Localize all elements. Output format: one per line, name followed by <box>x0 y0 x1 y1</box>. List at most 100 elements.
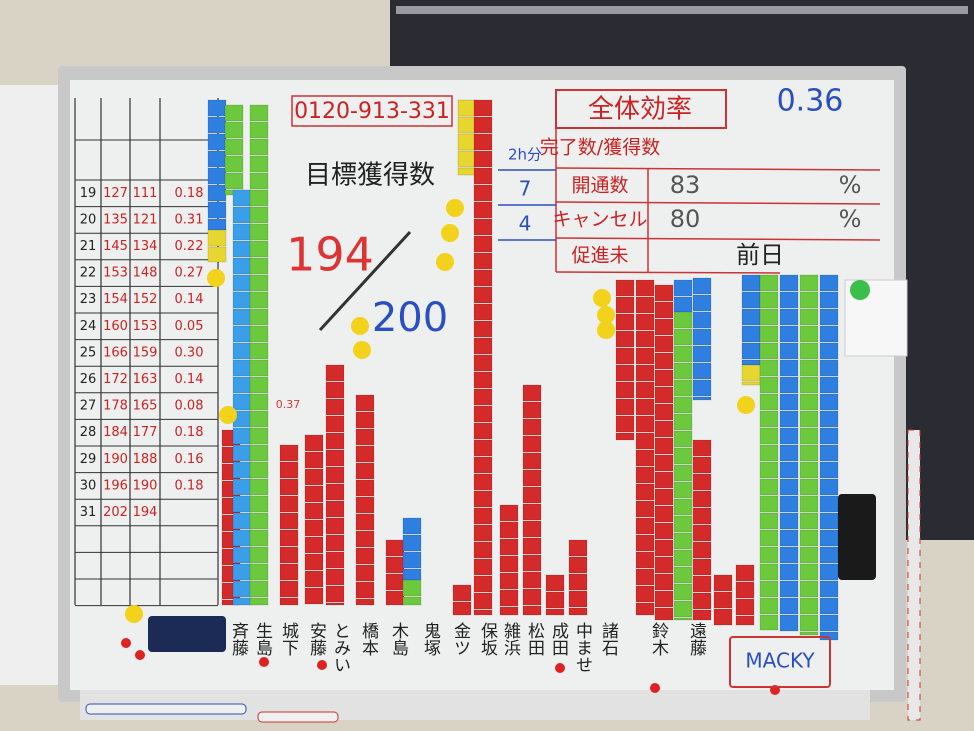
sticky-note <box>759 325 779 343</box>
sticky-note <box>799 359 819 377</box>
sticky-note <box>522 384 542 402</box>
sticky-note <box>741 364 761 382</box>
sticky-note <box>692 507 712 525</box>
sticky-note <box>473 524 493 542</box>
sticky-note <box>654 284 674 302</box>
sticky-note <box>779 291 799 309</box>
sticky-note <box>759 410 779 428</box>
sticky-note <box>249 325 269 343</box>
sticky-note <box>249 597 269 606</box>
sticky-note <box>654 454 674 472</box>
sticky-note <box>249 104 269 122</box>
sticky-note <box>759 359 779 377</box>
sticky-note <box>735 598 755 616</box>
sticky-note <box>325 398 345 416</box>
sticky-note <box>385 590 405 606</box>
sticky-note <box>207 218 227 231</box>
table-cell: 152 <box>133 292 158 307</box>
sticky-note <box>635 364 655 382</box>
table-cell: 190 <box>103 452 128 467</box>
sticky-note <box>355 581 375 599</box>
sticky-note <box>819 274 839 292</box>
sticky-note <box>819 359 839 377</box>
sticky-note <box>304 451 324 469</box>
smiley-magnet <box>125 605 143 623</box>
sticky-note <box>799 427 819 445</box>
table-cell: 0.18 <box>175 425 204 440</box>
sticky-note <box>232 512 252 530</box>
table-cell: 172 <box>103 372 128 387</box>
sticky-note <box>654 352 674 370</box>
sticky-note <box>232 359 252 377</box>
sticky-note <box>249 240 269 258</box>
sticky-note <box>799 461 819 479</box>
sticky-note <box>473 167 493 185</box>
sticky-note <box>249 495 269 513</box>
sticky-note <box>522 571 542 589</box>
sticky-note <box>635 313 655 331</box>
sticky-note <box>304 434 324 452</box>
stats-cell: % <box>839 205 862 233</box>
sticky-note <box>779 580 799 598</box>
sticky-note <box>779 427 799 445</box>
sticky-note <box>654 386 674 404</box>
sticky-note <box>355 564 375 582</box>
sticky-note <box>819 597 839 615</box>
sticky-note <box>673 447 693 465</box>
table-cell: 0.14 <box>175 292 204 307</box>
sticky-note <box>673 549 693 567</box>
sticky-note <box>779 376 799 394</box>
marker <box>257 711 339 723</box>
name: 生島 <box>252 622 273 657</box>
sticky-note <box>779 308 799 326</box>
goal-label: 目標獲得数 <box>305 161 435 191</box>
sticky-note <box>654 403 674 421</box>
sticky-note <box>355 496 375 514</box>
sticky-note <box>232 427 252 445</box>
sticky-note <box>207 150 227 168</box>
name: 遠藤 <box>686 622 707 657</box>
sticky-note <box>402 534 422 552</box>
table-cell: 22 <box>80 266 97 281</box>
sticky-note <box>473 422 493 440</box>
sticky-note <box>673 583 693 601</box>
sticky-note <box>635 517 655 535</box>
sticky-note <box>735 615 755 626</box>
table-cell: 28 <box>80 425 97 440</box>
sticky-note <box>799 444 819 462</box>
table-cell: 0.18 <box>175 478 204 493</box>
sticky-note <box>279 461 299 479</box>
table-cell: 178 <box>103 399 128 414</box>
sticky-note <box>473 337 493 355</box>
sticky-note <box>779 563 799 581</box>
table-cell: 0.05 <box>175 319 204 334</box>
sticky-note <box>673 617 693 621</box>
table-cell: 190 <box>133 478 158 493</box>
sticky-note <box>522 401 542 419</box>
sticky-note <box>759 461 779 479</box>
sticky-note <box>207 167 227 185</box>
sticky-note <box>654 335 674 353</box>
pin-magnet <box>650 683 660 693</box>
name: 保坂 <box>477 622 498 656</box>
sticky-note <box>779 597 799 615</box>
sticky-note <box>249 155 269 173</box>
sticky-note <box>232 189 252 207</box>
sticky-note <box>741 381 761 386</box>
sticky-note <box>249 444 269 462</box>
sticky-note <box>673 396 693 414</box>
sticky-note <box>673 464 693 482</box>
sticky-note <box>473 184 493 202</box>
sticky-note <box>522 486 542 504</box>
sticky-note <box>232 478 252 496</box>
sticky-note <box>615 398 635 416</box>
table-cell: 166 <box>103 345 128 360</box>
sticky-note <box>473 269 493 287</box>
sticky-note <box>819 291 839 309</box>
sticky-note <box>249 206 269 224</box>
table-cell: 0.30 <box>175 345 204 360</box>
sticky-note <box>473 133 493 151</box>
sticky-note <box>759 563 779 581</box>
eraser <box>148 616 226 652</box>
